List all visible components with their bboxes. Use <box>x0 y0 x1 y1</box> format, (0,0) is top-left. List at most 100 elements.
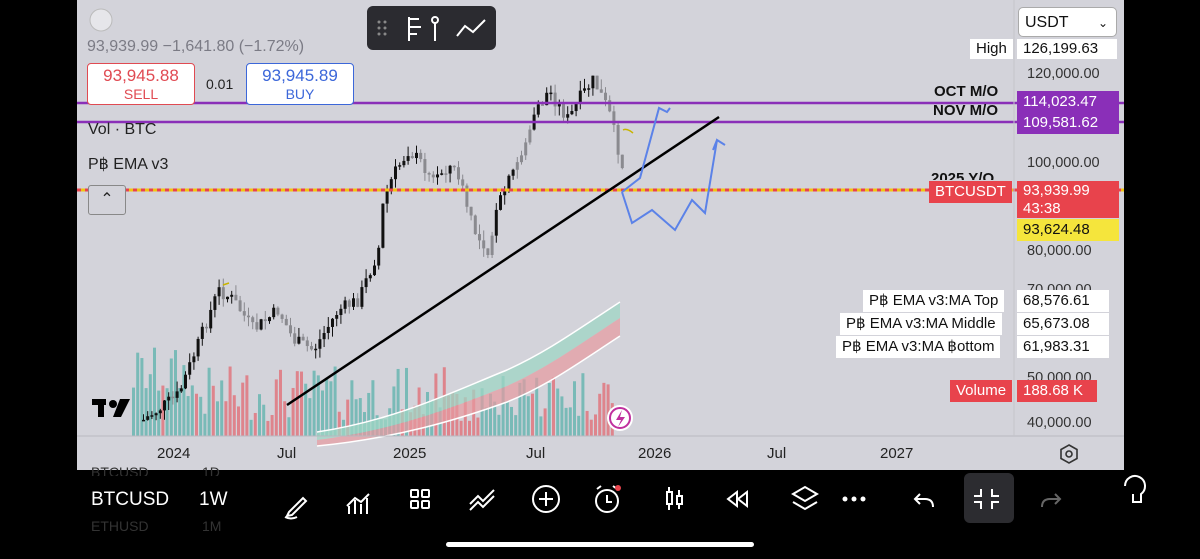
candle-body <box>255 322 259 330</box>
ema-bottom-value: 61,983.31 <box>1017 336 1109 358</box>
candle-body <box>179 388 183 392</box>
candle-body <box>473 215 477 235</box>
volume-bar <box>300 371 303 436</box>
draw-brush-icon[interactable] <box>284 496 308 520</box>
volume-bar <box>573 381 576 436</box>
candle-body <box>423 159 427 173</box>
chart-canvas[interactable] <box>77 0 1124 470</box>
volume-bar <box>148 374 152 436</box>
candle-body <box>263 319 267 322</box>
volume-bar <box>241 382 245 436</box>
fast-drawing-icon[interactable] <box>469 489 495 511</box>
candle-body <box>339 308 343 316</box>
redo-icon[interactable] <box>1041 493 1062 508</box>
candle-body <box>536 104 540 115</box>
ema-top-line <box>316 301 621 433</box>
candle-body <box>427 172 431 175</box>
volume-bar <box>262 404 266 436</box>
volume-bar <box>228 366 232 436</box>
candle-body <box>389 179 393 191</box>
chart-settings-icon[interactable] <box>1059 444 1079 469</box>
candle-type-icon[interactable] <box>666 487 683 510</box>
candle-body <box>301 336 305 341</box>
buy-button[interactable]: 93,945.89 BUY <box>246 63 354 105</box>
exit-fullscreen-icon[interactable] <box>974 489 999 509</box>
vertical-line-tool-icon[interactable] <box>431 16 439 41</box>
candle-body <box>213 296 217 310</box>
candle-body <box>444 173 448 175</box>
last-price: 93,939.99 <box>87 38 159 55</box>
volume-bar <box>232 395 236 436</box>
fib-tool-icon[interactable] <box>408 17 421 41</box>
volume-bar <box>501 376 505 436</box>
candle-body <box>583 88 586 91</box>
year-open-tag: 93,624.48 <box>1017 219 1119 241</box>
drawing-toolbar[interactable] <box>367 6 496 50</box>
lightning-badge-icon[interactable] <box>607 405 633 431</box>
path-tool-icon[interactable] <box>456 19 486 37</box>
candle-body <box>293 333 297 344</box>
x-label-2027: 2027 <box>880 445 914 462</box>
oct-open-tag: 114,023.47 <box>1017 91 1119 113</box>
more-icon[interactable] <box>842 496 866 502</box>
candle-body <box>305 340 309 347</box>
volume-indicator-label[interactable]: Vol · BTC <box>88 121 157 138</box>
projection-path-2[interactable] <box>621 138 726 232</box>
candle-body <box>310 346 313 350</box>
volume-bar <box>157 390 161 436</box>
candle-body <box>196 338 200 357</box>
projection-up-1[interactable] <box>621 106 671 193</box>
trendline[interactable] <box>286 115 720 407</box>
undo-icon[interactable] <box>913 493 934 508</box>
ema-indicator-label[interactable]: P฿ EMA v3 <box>88 156 169 173</box>
nov-open-tag: 109,581.62 <box>1017 112 1119 134</box>
candle-body <box>158 410 162 414</box>
volume-bar <box>606 384 610 436</box>
candle-body <box>373 265 376 276</box>
symbol-logo-icon <box>89 8 113 37</box>
candle-body <box>343 300 347 309</box>
volume-bar <box>526 396 530 436</box>
candle-body <box>247 315 250 318</box>
candle-body <box>234 294 238 301</box>
candle-body <box>574 103 578 112</box>
candles <box>142 75 624 422</box>
y-label-120k: 120,000.00 <box>1027 66 1100 82</box>
volume-bar <box>484 407 488 436</box>
volume-bar <box>531 393 534 436</box>
sell-price: 93,945.88 <box>103 66 179 85</box>
candle-body <box>205 326 208 329</box>
volume-bar <box>178 388 182 436</box>
chart-area[interactable]: 93,939.99 −1,641.80 (−1.72%) 93,945.88 S… <box>77 0 1124 470</box>
volume-bar <box>522 379 526 436</box>
volume-bar <box>598 393 602 436</box>
candle-body <box>482 240 486 249</box>
x-label-jul-2025: Jul <box>526 445 546 462</box>
collapse-legend-button[interactable]: ⌃ <box>88 185 126 215</box>
volume-bar <box>350 380 354 436</box>
volume-bar <box>136 352 140 436</box>
volume-bar <box>480 388 484 436</box>
sell-button[interactable]: 93,945.88 SELL <box>87 63 195 105</box>
currency-select[interactable]: ⌄ USDT <box>1018 7 1117 37</box>
replay-icon[interactable] <box>726 489 748 509</box>
symbol-button[interactable]: BTCUSD <box>91 489 170 510</box>
layers-icon[interactable] <box>791 485 819 511</box>
templates-icon[interactable] <box>410 489 430 509</box>
volume-bar <box>316 375 320 436</box>
candle-body <box>217 287 221 297</box>
candle-body <box>272 307 276 318</box>
drag-handle-icon[interactable] <box>377 20 387 36</box>
add-icon[interactable] <box>532 485 560 513</box>
candle-body <box>226 296 229 300</box>
timeframe-button[interactable]: 1W <box>199 489 228 510</box>
right-letterbox <box>1124 0 1200 554</box>
indicators-icon[interactable] <box>346 493 370 514</box>
candle-body <box>150 415 154 417</box>
candle-body <box>335 315 339 319</box>
nov-level-label: NOV M/O <box>933 102 999 119</box>
candle-body <box>612 111 616 126</box>
candle-body <box>604 92 607 101</box>
alert-icon[interactable] <box>595 485 619 513</box>
candle-body <box>398 165 402 167</box>
